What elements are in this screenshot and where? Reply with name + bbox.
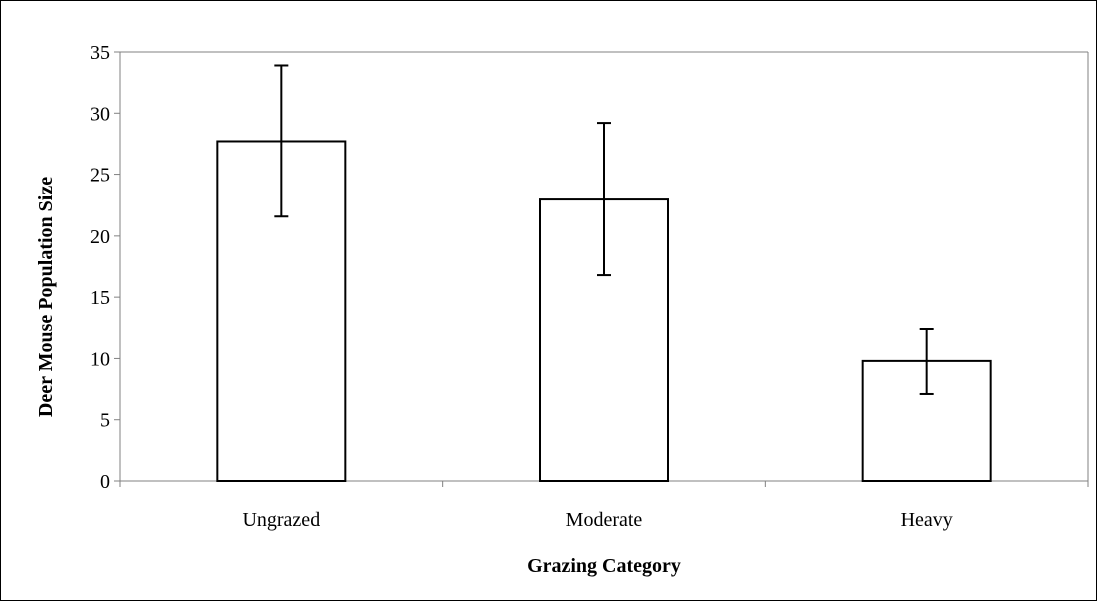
y-tick-label: 30: [90, 103, 110, 125]
y-tick-label: 20: [90, 226, 110, 248]
y-tick-label: 15: [90, 287, 110, 309]
y-tick-label: 25: [90, 165, 110, 187]
x-axis-title: Grazing Category: [527, 555, 681, 577]
x-category-label: Moderate: [566, 509, 643, 531]
y-tick-label: 0: [100, 471, 110, 493]
plot-area: 0 5 10 15 20 25 30 35 Ungrazed Moderate Heavy: [90, 42, 1089, 531]
y-tick-label: 10: [90, 348, 110, 370]
y-tick-label: 35: [90, 42, 110, 64]
x-category-label: Heavy: [901, 509, 953, 531]
y-tick-label: 5: [100, 410, 110, 432]
y-axis-title: Deer Mouse Population Size: [35, 177, 57, 417]
x-category-label: Ungrazed: [242, 509, 320, 531]
